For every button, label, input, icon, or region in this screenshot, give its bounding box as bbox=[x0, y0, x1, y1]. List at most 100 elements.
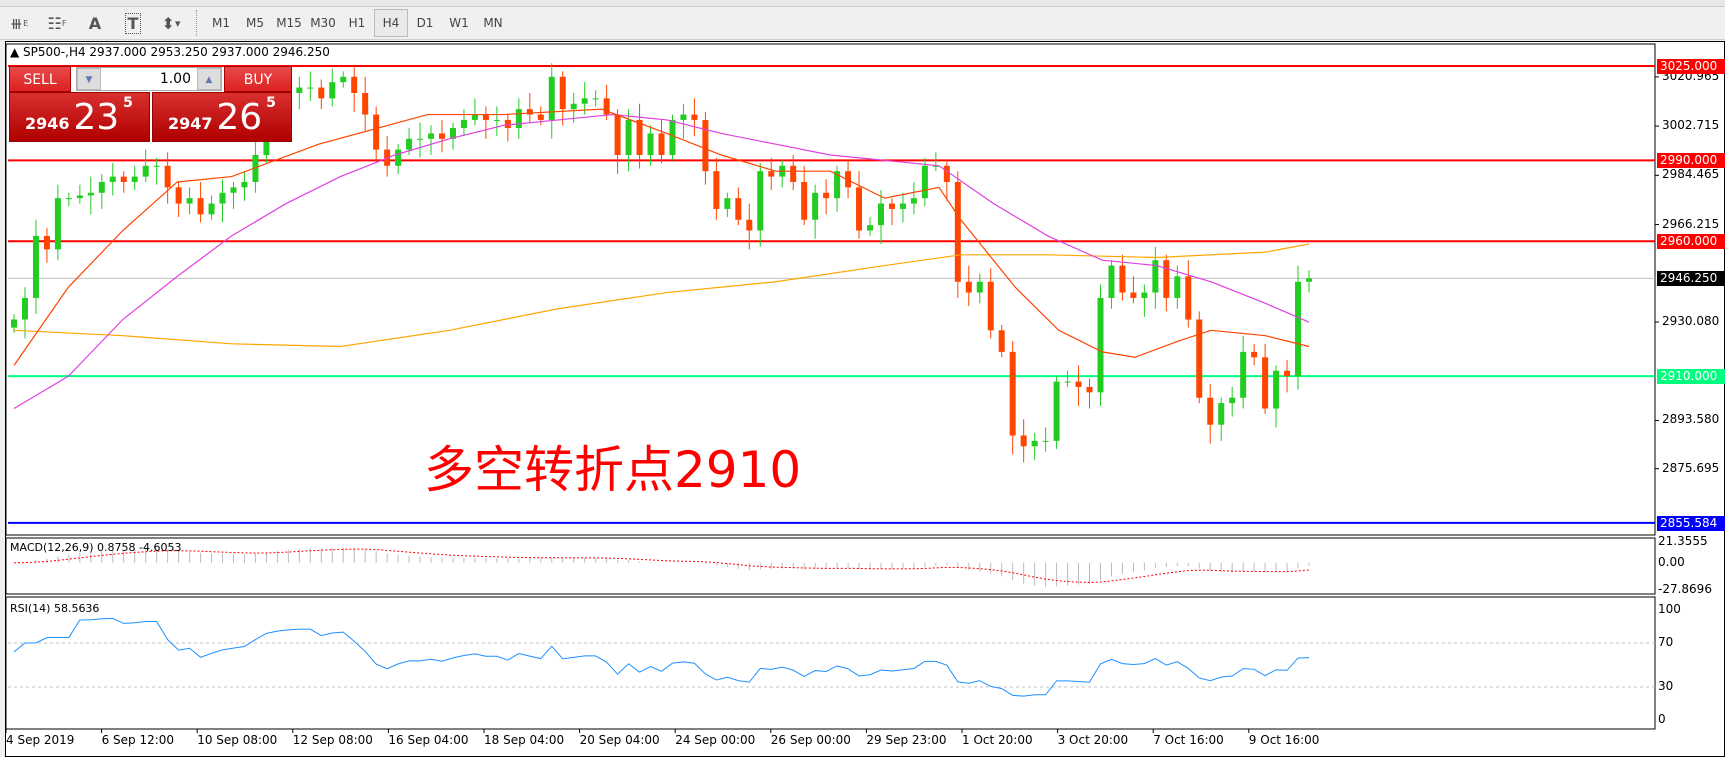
arrows-icon[interactable]: ⬍ ▾ bbox=[161, 13, 181, 33]
bull-candle bbox=[109, 176, 116, 182]
bull-candle bbox=[515, 109, 522, 129]
timeframe-d1[interactable]: D1 bbox=[416, 16, 434, 30]
sell-price[interactable]: 2946 23 5 bbox=[9, 92, 150, 142]
timeframe-m5[interactable]: M5 bbox=[246, 16, 264, 30]
timeframe-h4[interactable]: H4 bbox=[374, 9, 408, 37]
timeframe-m1[interactable]: M1 bbox=[212, 16, 230, 30]
bear-candle bbox=[482, 114, 489, 120]
lot-size-stepper[interactable]: ▼ 1.00 ▲ bbox=[76, 67, 222, 91]
bull-candle bbox=[252, 155, 259, 182]
bull-candle bbox=[669, 119, 676, 156]
bull-candle bbox=[493, 119, 500, 121]
bear-candle bbox=[954, 181, 961, 282]
bull-candle bbox=[1240, 351, 1247, 398]
y-tick-label: 2984.465 bbox=[1662, 167, 1720, 182]
x-tick-label: 4 Sep 2019 bbox=[6, 733, 75, 747]
timeframe-m30[interactable]: M30 bbox=[310, 16, 336, 30]
bull-candle bbox=[471, 114, 478, 120]
bull-candle bbox=[230, 187, 237, 193]
bull-candle bbox=[1152, 260, 1159, 293]
bear-candle bbox=[43, 235, 50, 250]
timeframe-w1[interactable]: W1 bbox=[449, 16, 469, 30]
bull-candle bbox=[65, 198, 72, 200]
price-level-label: 2855.584 bbox=[1657, 515, 1725, 531]
bull-candle bbox=[329, 82, 336, 99]
y-tick-label: 2966.215 bbox=[1662, 216, 1720, 231]
buy-button[interactable]: BUY bbox=[224, 66, 292, 92]
x-tick-label: 24 Sep 00:00 bbox=[675, 733, 756, 747]
timeframe-h1[interactable]: H1 bbox=[348, 16, 366, 30]
timeframe-mn[interactable]: MN bbox=[483, 16, 503, 30]
bull-candle bbox=[208, 203, 215, 215]
rsi-tick-label: 0 bbox=[1658, 712, 1666, 726]
bull-candle bbox=[417, 138, 424, 140]
bull-candle bbox=[11, 319, 17, 328]
macd-pane-border bbox=[5, 537, 1656, 595]
bull-candle bbox=[428, 133, 435, 139]
lot-size-input[interactable]: 1.00 bbox=[159, 71, 191, 87]
bull-candle bbox=[186, 198, 193, 204]
bear-candle bbox=[175, 187, 182, 204]
bear-candle bbox=[362, 92, 369, 115]
bull-candle bbox=[548, 76, 555, 120]
y-tick-label: 2930.080 bbox=[1662, 313, 1720, 328]
bull-candle bbox=[581, 98, 588, 104]
macd-signal-line bbox=[13, 548, 1310, 583]
timeframe-m15[interactable]: M15 bbox=[276, 16, 302, 30]
bull-candle bbox=[1295, 281, 1302, 377]
bull-candle bbox=[976, 281, 983, 293]
macd-tick-label: 0.00 bbox=[1658, 554, 1685, 569]
bull-candle bbox=[1174, 276, 1181, 298]
bear-candle bbox=[998, 330, 1005, 352]
x-tick-label: 12 Sep 08:00 bbox=[292, 733, 373, 747]
bear-candle bbox=[1075, 381, 1082, 387]
x-tick-label: 26 Sep 00:00 bbox=[770, 733, 851, 747]
annotation-text: 多空转折点2910 bbox=[424, 441, 802, 499]
bull-candle bbox=[296, 87, 303, 93]
price-level-label: 2990.000 bbox=[1657, 153, 1725, 169]
bear-candle bbox=[504, 119, 511, 129]
bull-candle bbox=[625, 119, 632, 156]
bull-candle bbox=[1229, 397, 1236, 404]
x-tick-label: 3 Oct 20:00 bbox=[1057, 733, 1129, 747]
x-tick-label: 7 Oct 16:00 bbox=[1153, 733, 1224, 747]
bear-candle bbox=[823, 192, 830, 199]
buy-price[interactable]: 2947 26 5 bbox=[152, 92, 292, 142]
sell-button[interactable]: SELL bbox=[9, 66, 71, 92]
price-level-label: 3025.000 bbox=[1657, 59, 1725, 74]
bear-candle bbox=[1196, 319, 1203, 398]
bull-candle bbox=[1141, 292, 1148, 298]
fibonacci-fan-icon[interactable]: ☷ F bbox=[47, 13, 67, 33]
rsi-pane-border bbox=[5, 596, 1656, 730]
bear-candle bbox=[373, 114, 380, 150]
bear-candle bbox=[1262, 357, 1269, 409]
bear-candle bbox=[1163, 260, 1170, 298]
bear-candle bbox=[603, 98, 610, 115]
bull-candle bbox=[1306, 278, 1312, 282]
x-tick-label: 10 Sep 08:00 bbox=[197, 733, 278, 747]
bull-candle bbox=[54, 198, 61, 250]
bear-candle bbox=[801, 181, 808, 220]
decrease-lot-button[interactable]: ▼ bbox=[77, 68, 101, 90]
bear-candle bbox=[636, 119, 643, 156]
bear-candle bbox=[845, 171, 852, 188]
increase-lot-button[interactable]: ▲ bbox=[197, 68, 221, 90]
bull-candle bbox=[153, 165, 160, 167]
rsi-label: RSI(14) 58.5636 bbox=[10, 602, 100, 615]
chart-toolbar: ⧻ E ☷ F A T ⬍ ▾ M1 M5 M15 M30 H1 H4 D1 W1 MN bbox=[0, 7, 1725, 40]
bull-candle bbox=[32, 235, 39, 298]
bear-candle bbox=[702, 119, 709, 172]
bear-candle bbox=[1284, 370, 1291, 377]
text-icon[interactable]: A bbox=[88, 13, 102, 33]
fibonacci-expansion-icon[interactable]: ⧻ E bbox=[9, 13, 29, 33]
bull-candle bbox=[307, 87, 314, 89]
bear-candle bbox=[965, 281, 972, 293]
bull-candle bbox=[834, 171, 841, 199]
y-tick-label: 2893.580 bbox=[1662, 412, 1720, 427]
text-label-icon[interactable]: T bbox=[114, 9, 152, 37]
rsi-tick-label: 100 bbox=[1658, 602, 1681, 616]
bear-candle bbox=[559, 76, 566, 110]
one-click-trading-panel: SELL ▼ 1.00 ▲ BUY 2946 23 5 2947 26 5 bbox=[9, 66, 292, 142]
price-level-label: 2946.250 bbox=[1657, 271, 1725, 287]
